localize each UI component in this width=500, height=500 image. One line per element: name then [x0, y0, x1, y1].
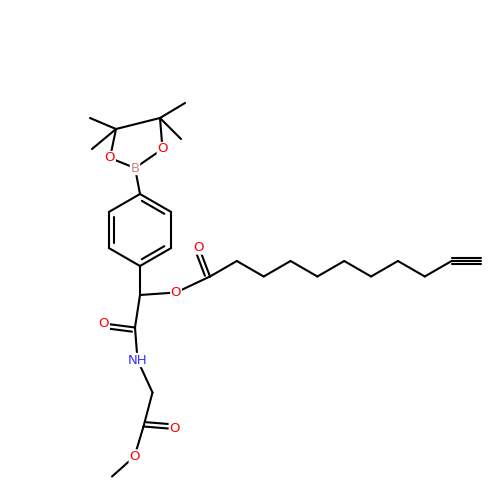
- Text: O: O: [98, 317, 109, 330]
- Text: B: B: [130, 162, 140, 174]
- Text: O: O: [169, 422, 179, 436]
- Text: NH: NH: [128, 354, 148, 366]
- Text: O: O: [157, 142, 168, 156]
- Text: O: O: [104, 152, 115, 164]
- Text: O: O: [194, 241, 204, 254]
- Text: O: O: [170, 286, 181, 299]
- Text: O: O: [129, 450, 140, 463]
